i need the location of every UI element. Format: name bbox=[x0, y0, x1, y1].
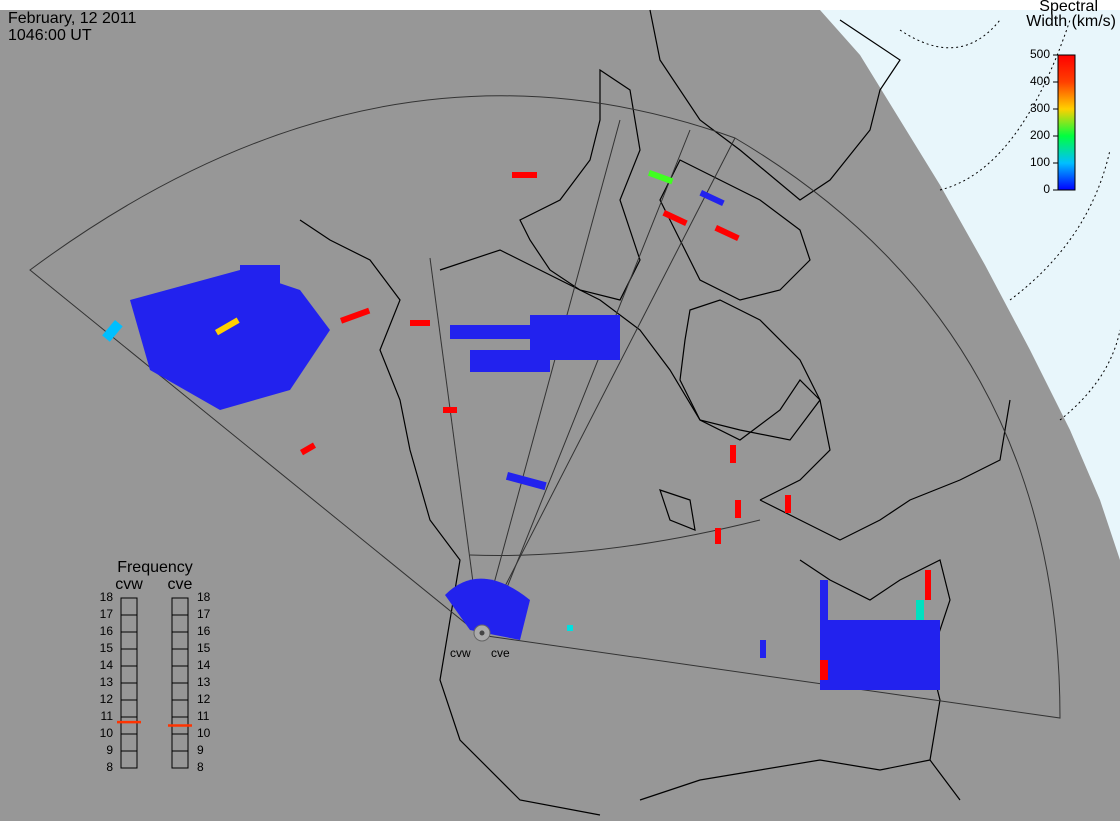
colorbar-title: Width (km/s) bbox=[1026, 13, 1116, 30]
frequency-tick-label: 11 bbox=[101, 709, 114, 723]
frequency-tick-label: 16 bbox=[100, 624, 114, 638]
echo-cells bbox=[102, 169, 940, 690]
site-label: cvw bbox=[450, 646, 471, 660]
colorbar-tick-label: 100 bbox=[1030, 155, 1050, 169]
colorbar-tick-label: 200 bbox=[1030, 128, 1050, 142]
colorbar-tick-label: 300 bbox=[1030, 101, 1050, 115]
coastlines bbox=[299, 9, 1011, 816]
colorbar-tick-label: 500 bbox=[1030, 47, 1050, 61]
time: 1046:00 UT bbox=[8, 27, 92, 44]
colorbar-title: Spectral bbox=[1039, 0, 1098, 15]
frequency-tick-label: 8 bbox=[197, 760, 204, 774]
frequency-tick-label: 9 bbox=[106, 743, 113, 757]
colorbar-tick-label: 400 bbox=[1030, 74, 1050, 88]
date: February, 12 2011 bbox=[8, 10, 136, 27]
frequency-tick-label: 9 bbox=[197, 743, 204, 757]
frequency-tick-label: 12 bbox=[197, 692, 211, 706]
colorbar-tick-label: 0 bbox=[1043, 182, 1050, 196]
frequency-tick-label: 17 bbox=[197, 607, 211, 621]
frequency-tick-label: 12 bbox=[100, 692, 114, 706]
frequency-tick-label: 14 bbox=[197, 658, 211, 672]
frequency-tick-label: 16 bbox=[197, 624, 211, 638]
polar-region bbox=[820, 10, 1120, 560]
frequency-tick-label: 13 bbox=[100, 675, 114, 689]
frequency-tick-label: 15 bbox=[197, 641, 211, 655]
frequency-tick-label: 11 bbox=[197, 709, 210, 723]
radar-name: cvw bbox=[115, 576, 143, 593]
frequency-title: Frequency bbox=[117, 559, 193, 576]
frequency-tick-label: 10 bbox=[197, 726, 211, 740]
latitude-circles bbox=[899, 19, 1120, 421]
frequency-tick-label: 18 bbox=[197, 590, 211, 604]
frequency-tick-label: 10 bbox=[100, 726, 114, 740]
colorbar bbox=[1057, 54, 1076, 191]
frequency-tick-label: 15 bbox=[100, 641, 114, 655]
frequency-tick-label: 14 bbox=[100, 658, 114, 672]
top-strip bbox=[0, 0, 1120, 10]
frequency-tick-label: 18 bbox=[100, 590, 114, 604]
radar-name: cve bbox=[168, 576, 193, 593]
frequency-tick-label: 8 bbox=[106, 760, 113, 774]
radar-site-center bbox=[479, 630, 485, 636]
frequency-tick-label: 17 bbox=[100, 607, 114, 621]
frequency-tick-label: 13 bbox=[197, 675, 211, 689]
site-label: cve bbox=[491, 646, 510, 660]
